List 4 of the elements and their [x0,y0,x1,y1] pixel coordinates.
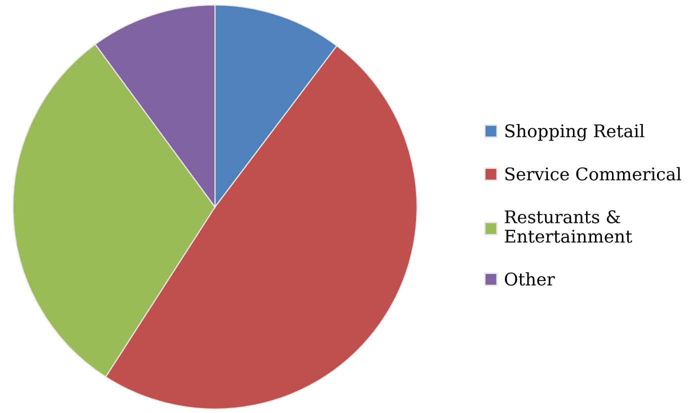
legend-label: Shopping Retail [505,124,644,142]
legend-label: Service Commerical [505,167,682,181]
legend-label: Other [504,272,555,286]
legend-label: Resturants & Entertainment [504,210,632,243]
